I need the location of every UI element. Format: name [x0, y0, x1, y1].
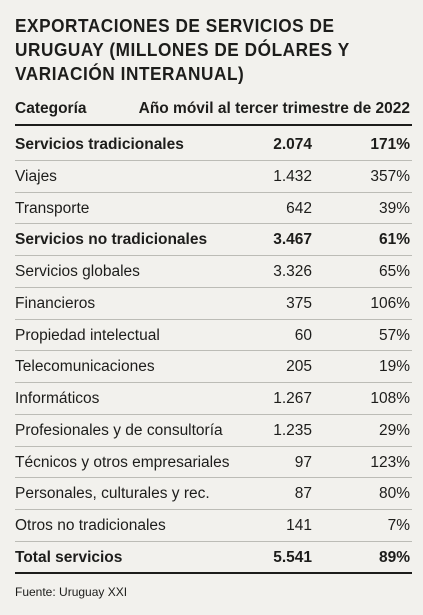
row-value: 1.235: [273, 421, 312, 439]
table-row: Financieros 375 106%: [15, 288, 412, 320]
row-label: Técnicos y otros empresariales: [15, 453, 230, 471]
row-value: 2.074: [273, 136, 312, 153]
table-row: Viajes 1.432 357%: [15, 161, 412, 193]
row-label: Financieros: [15, 294, 96, 312]
row-value: 375: [286, 294, 312, 312]
row-value: 60: [294, 326, 312, 344]
row-change: 106%: [370, 294, 410, 312]
row-label: Personales, culturales y rec.: [15, 485, 210, 503]
row-value: 1.267: [273, 390, 312, 407]
row-change: 39%: [378, 199, 410, 217]
row-change: 89%: [378, 548, 410, 566]
row-label: Profesionales y de consultoría: [15, 421, 223, 439]
row-value: 5.541: [273, 548, 312, 566]
row-label: Otros no tradicionales: [15, 517, 166, 534]
row-label: Viajes: [15, 167, 57, 185]
row-label: Servicios no tradicionales: [15, 231, 208, 249]
table-row: Otros no tradicionales 141 7%: [15, 510, 412, 542]
row-label: Total servicios: [15, 548, 123, 566]
source-note: Fuente: Uruguay XXI: [15, 585, 128, 599]
row-label: Servicios globales: [15, 263, 140, 280]
column-header-period: Año móvil al tercer trimestre de 2022: [138, 100, 410, 117]
table-title: EXPORTACIONES DE SERVICIOS DE URUGUAY (M…: [15, 15, 350, 84]
row-value: 87: [294, 485, 312, 503]
table-row: Servicios globales 3.326 65%: [15, 256, 412, 288]
row-label: Propiedad intelectual: [15, 326, 160, 344]
row-value: 97: [294, 453, 312, 471]
row-value: 3.467: [273, 231, 312, 249]
row-change: 7%: [387, 517, 410, 534]
table-row: Informáticos 1.267 108%: [15, 383, 412, 415]
row-value: 642: [286, 199, 312, 217]
row-label: Servicios tradicionales: [15, 136, 184, 153]
row-value: 3.326: [273, 263, 312, 280]
row-change: 19%: [378, 358, 410, 376]
row-change: 57%: [378, 326, 410, 344]
table-header: Categoría Año móvil al tercer trimestre …: [15, 94, 412, 126]
table-body: Servicios tradicionales 2.074 171% Viajes 1.…: [15, 129, 412, 574]
table-row: Profesionales y de consultoría 1.235 29%: [15, 415, 412, 447]
row-change: 123%: [370, 453, 410, 471]
row-change: 171%: [370, 136, 410, 153]
row-change: 108%: [370, 390, 410, 407]
row-value: 205: [286, 358, 312, 376]
table-row: Total servicios 5.541 89%: [15, 542, 412, 574]
row-label: Telecomunicaciones: [15, 358, 155, 376]
row-value: 1.432: [273, 167, 312, 185]
table-row: Transporte 642 39%: [15, 193, 412, 225]
table-row: Servicios tradicionales 2.074 171%: [15, 129, 412, 161]
table-row: Telecomunicaciones 205 19%: [15, 351, 412, 383]
row-change: 61%: [378, 231, 410, 249]
table-row: Servicios no tradicionales 3.467 61%: [15, 224, 412, 256]
column-header-category: Categoría: [15, 100, 87, 117]
row-change: 80%: [378, 485, 410, 503]
row-change: 357%: [370, 167, 410, 185]
row-value: 141: [286, 517, 312, 534]
row-label: Transporte: [15, 199, 90, 217]
row-label: Informáticos: [15, 390, 100, 407]
table-row: Propiedad intelectual 60 57%: [15, 320, 412, 352]
row-change: 29%: [378, 421, 410, 439]
row-change: 65%: [378, 263, 410, 280]
table-row: Técnicos y otros empresariales 97 123%: [15, 447, 412, 479]
table-row: Personales, culturales y rec. 87 80%: [15, 478, 412, 510]
